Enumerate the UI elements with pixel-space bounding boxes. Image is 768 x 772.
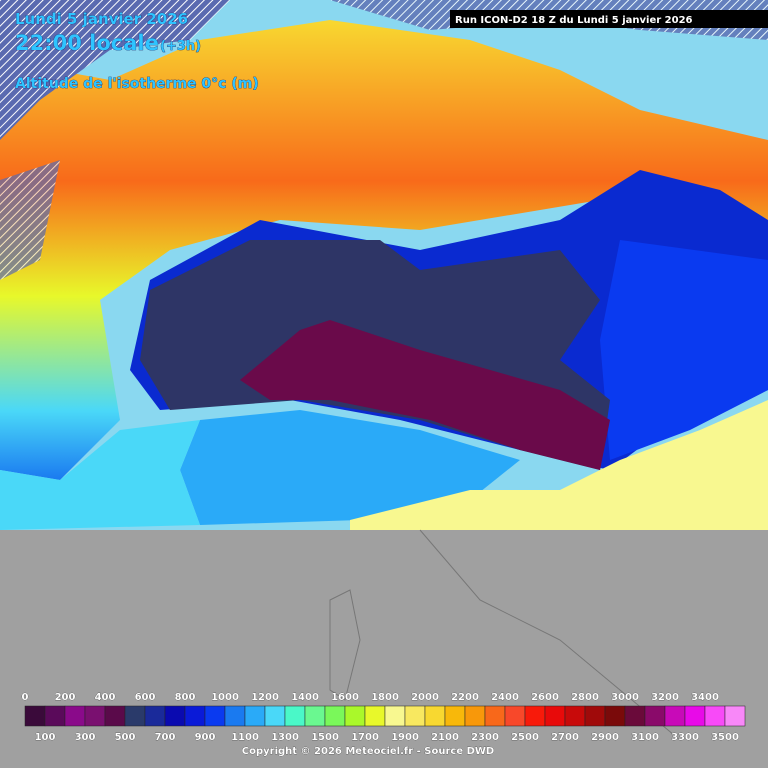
legend-swatch	[424, 705, 446, 727]
legend-label: 900	[195, 732, 216, 743]
legend-label: 2600	[531, 692, 559, 703]
legend-label: 2000	[411, 692, 439, 703]
legend-swatch	[384, 705, 406, 727]
legend-label: 800	[175, 692, 196, 703]
legend-label: 0	[22, 692, 29, 703]
legend-label: 1800	[371, 692, 399, 703]
legend-swatch	[204, 705, 226, 727]
legend-label: 3100	[631, 732, 659, 743]
legend-swatch	[684, 705, 706, 727]
hatch-w	[0, 160, 60, 280]
legend-label: 1200	[251, 692, 279, 703]
legend-label: 3500	[711, 732, 739, 743]
time: 22:00 locale	[15, 31, 159, 55]
legend-swatch	[724, 705, 746, 727]
legend-label: 1000	[211, 692, 239, 703]
legend-swatch	[184, 705, 206, 727]
no-data	[0, 530, 768, 768]
legend-label: 2400	[491, 692, 519, 703]
legend-label: 600	[135, 692, 156, 703]
legend-label: 1300	[271, 732, 299, 743]
legend-swatch	[524, 705, 546, 727]
legend-swatch	[664, 705, 686, 727]
legend-swatch	[164, 705, 186, 727]
legend-label: 2300	[471, 732, 499, 743]
legend-swatch	[264, 705, 286, 727]
legend-swatch	[704, 705, 726, 727]
legend-swatch	[284, 705, 306, 727]
alps	[0, 20, 768, 480]
legend-swatch	[104, 705, 126, 727]
east-blue	[600, 240, 768, 460]
legend-swatch	[624, 705, 646, 727]
legend-swatch	[124, 705, 146, 727]
legend-swatch	[644, 705, 666, 727]
legend-label: 2800	[571, 692, 599, 703]
legend-label: 3000	[611, 692, 639, 703]
legend-label: 2200	[451, 692, 479, 703]
legend-swatch	[464, 705, 486, 727]
legend-swatch	[84, 705, 106, 727]
maroon-band	[240, 320, 610, 470]
run-box	[450, 10, 768, 28]
legend-label: 3200	[651, 692, 679, 703]
legend-label: 1400	[291, 692, 319, 703]
map-title: Altitude de l'isotherme 0°c (m)	[15, 76, 259, 92]
legend-label: 3400	[691, 692, 719, 703]
legend-label: 200	[55, 692, 76, 703]
corsica	[329, 589, 361, 701]
date: Lundi 5 janvier 2026	[15, 10, 188, 28]
legend-swatch	[64, 705, 86, 727]
legend-label: 1900	[391, 732, 419, 743]
legend-label: 2900	[591, 732, 619, 743]
legend-swatch	[304, 705, 326, 727]
legend-swatch	[244, 705, 266, 727]
legend-swatch	[24, 705, 46, 727]
legend-swatch	[324, 705, 346, 727]
legend-label: 500	[115, 732, 136, 743]
legend-label: 2100	[431, 732, 459, 743]
adriatic	[350, 400, 768, 535]
legend-label: 2700	[551, 732, 579, 743]
run-label: Run ICON-D2 18 Z du Lundi 5 janvier 2026	[455, 15, 693, 26]
legend-label: 1600	[331, 692, 359, 703]
legend-swatch	[344, 705, 366, 727]
legend-swatch	[144, 705, 166, 727]
legend-swatch	[564, 705, 586, 727]
legend-swatch	[364, 705, 386, 727]
legend-label: 1100	[231, 732, 259, 743]
legend-label: 100	[35, 732, 56, 743]
legend-swatch	[484, 705, 506, 727]
offset: (+3h)	[160, 39, 201, 54]
legend-swatch	[544, 705, 566, 727]
legend-label: 1500	[311, 732, 339, 743]
legend-label: 3300	[671, 732, 699, 743]
west-coast	[0, 420, 200, 530]
legend-swatch	[224, 705, 246, 727]
legend-label: 300	[75, 732, 96, 743]
legend-swatch	[584, 705, 606, 727]
legend-swatch	[604, 705, 626, 727]
hatch-nw	[0, 0, 230, 140]
legend-label: 2500	[511, 732, 539, 743]
copyright: Copyright © 2026 Meteociel.fr - Source D…	[242, 746, 494, 757]
ligurian	[180, 410, 520, 525]
legend-label: 400	[95, 692, 116, 703]
legend-swatch	[504, 705, 526, 727]
legend-label: 700	[155, 732, 176, 743]
legend-swatch	[404, 705, 426, 727]
legend-label: 1700	[351, 732, 379, 743]
legend-swatch	[44, 705, 66, 727]
legend-swatch	[444, 705, 466, 727]
